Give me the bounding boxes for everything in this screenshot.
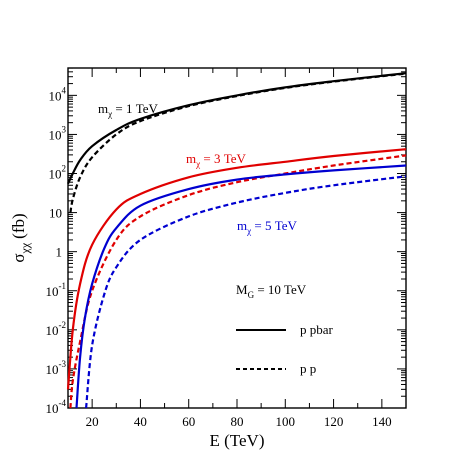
y-axis-ticks: 10-4 10-3 10-2 10-1 1 10 102 103 104 [46,67,406,416]
y-tick-label: 10-3 [46,359,67,377]
x-tick-label: 120 [324,414,344,429]
y-axis-label: σχχ(fb) [9,213,32,262]
y-tick-label: 102 [49,164,67,182]
curve-m5-dashed [85,175,407,409]
annotation-m3: mχ = 3 TeV [186,151,247,169]
x-tick-label: 80 [231,414,244,429]
y-tick-label: 104 [49,85,67,103]
x-axis-ticks: 20 40 60 80 100 120 140 [67,68,407,429]
y-tick-label: 103 [49,124,67,142]
annotation-m1: mχ = 1 TeV [98,101,159,119]
y-tick-label: 10 [49,206,62,221]
x-tick-label: 60 [182,414,195,429]
curve-m1-dashed [69,72,407,213]
x-tick-label: 20 [86,414,99,429]
x-axis-label: E (TeV) [210,431,265,450]
annotation-mg: MG = 10 TeV [236,282,307,300]
legend-label-pp: p p [300,361,316,376]
x-tick-label: 140 [372,414,392,429]
curve-m3-dashed [69,154,407,409]
legend: p pbar p p [236,322,334,376]
y-tick-label: 10-1 [46,281,67,299]
legend-label-ppbar: p pbar [300,322,334,337]
curve-m3-solid [66,148,407,390]
y-tick-label: 10-2 [46,320,67,338]
x-tick-label: 100 [276,414,296,429]
annotation-m5: mχ = 5 TeV [237,218,298,236]
x-tick-label: 40 [134,414,147,429]
curve-m5-solid [75,164,407,409]
y-tick-label: 1 [56,245,63,260]
y-tick-label: 10-4 [46,398,67,416]
curves [66,72,407,409]
